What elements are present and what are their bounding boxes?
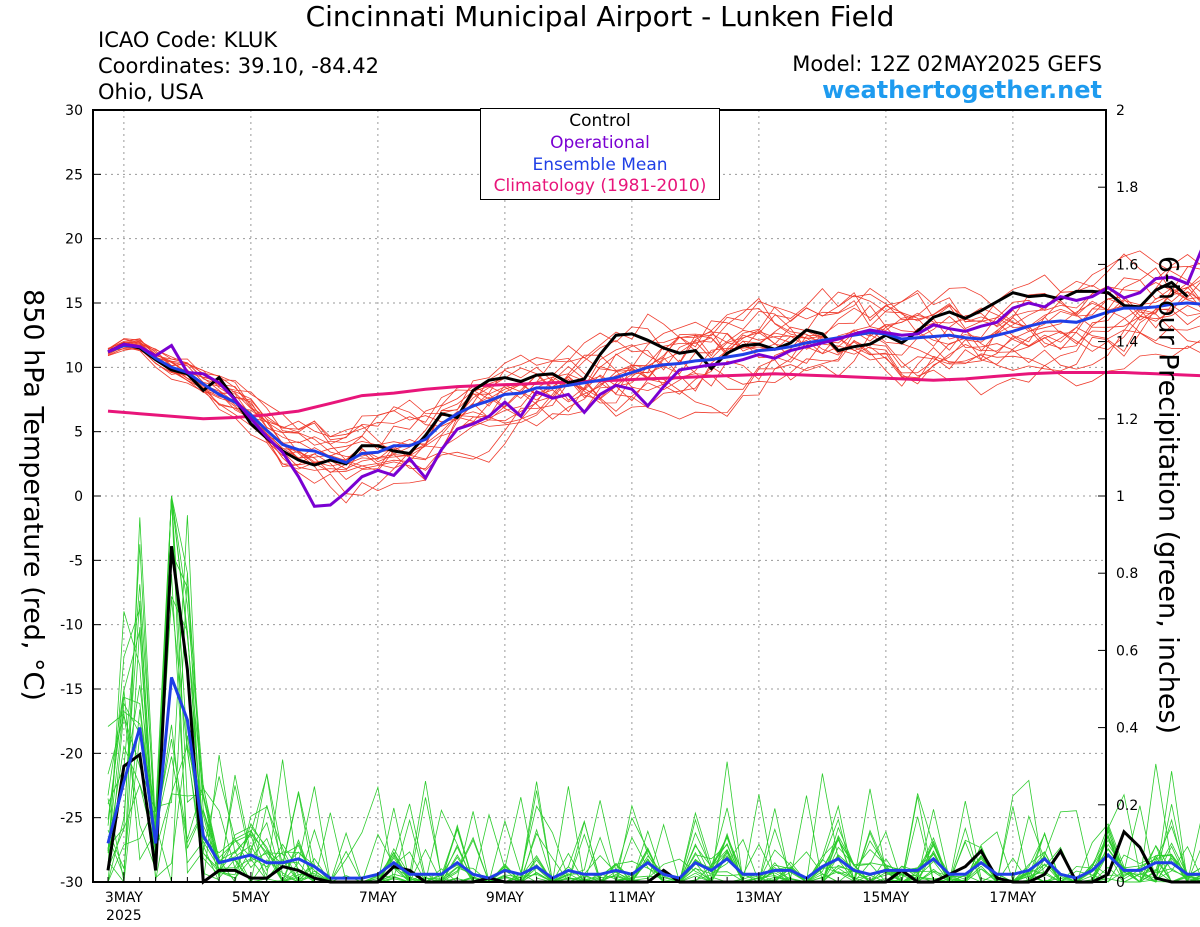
temp-member-line — [107, 291, 1200, 470]
legend-ensemble-mean: Ensemble Mean — [532, 155, 668, 175]
temp-member-line — [107, 253, 1200, 446]
precip-member-line — [107, 574, 1200, 883]
y-axis-label-left: 850 hPa Temperature (red, °C) — [17, 289, 49, 701]
temp-ensemble-mean-line — [107, 301, 1200, 465]
temp-member-line — [107, 296, 1200, 463]
right-tick-label: 1.4 — [1116, 335, 1138, 351]
icao-code: ICAO Code: KLUK — [98, 28, 278, 52]
left-tick-label: -10 — [60, 618, 83, 634]
gridlines — [93, 110, 1106, 882]
temp-member-line — [107, 289, 1200, 468]
temp-member-line — [107, 265, 1200, 445]
right-tick-label: 2 — [1116, 103, 1125, 119]
temp-operational-line — [107, 249, 1200, 508]
left-tick-label: 5 — [74, 425, 83, 441]
left-tick-label: -20 — [60, 746, 83, 762]
y-axis-label-right: 6-hour Precipitation (green, inches) — [1152, 255, 1184, 735]
x-tick-label: 15MAY — [862, 890, 909, 906]
left-tick-label: -15 — [60, 682, 83, 698]
right-tick-label: 0.8 — [1116, 566, 1138, 582]
left-tick-label: -5 — [69, 553, 83, 569]
precip-control-line — [106, 546, 1200, 885]
temp-member-line — [107, 298, 1200, 504]
temp-member-line — [107, 262, 1200, 465]
legend: Control Operational Ensemble Mean Climat… — [480, 108, 720, 200]
right-tick-label: 1.8 — [1116, 180, 1138, 196]
temp-member-line — [107, 282, 1200, 496]
x-tick-label: 13MAY — [735, 890, 782, 906]
temp-member-lines — [107, 250, 1200, 504]
precip-member-line — [107, 554, 1200, 883]
x-year-label: 2025 — [106, 908, 142, 924]
temp-member-line — [107, 286, 1200, 481]
x-tick-label: 9MAY — [486, 890, 524, 906]
right-tick-label: 1.2 — [1116, 412, 1138, 428]
left-tick-label: 20 — [65, 232, 83, 248]
left-tick-label: -25 — [60, 811, 83, 827]
left-tick-label: -30 — [60, 875, 83, 891]
x-tick-label: 7MAY — [359, 890, 397, 906]
precip-member-line — [107, 573, 1200, 884]
right-tick-label: 0.6 — [1116, 643, 1138, 659]
left-tick-label: 0 — [74, 489, 83, 505]
x-tick-label: 3MAY — [105, 890, 143, 906]
x-tick-label: 5MAY — [232, 890, 270, 906]
climatology-line — [107, 371, 1200, 421]
chart-title: Cincinnati Municipal Airport - Lunken Fi… — [305, 0, 895, 33]
temp-member-line — [107, 291, 1200, 481]
x-tick-label: 11MAY — [608, 890, 655, 906]
precip-member-line — [107, 552, 1200, 884]
right-tick-label: 1 — [1116, 489, 1125, 505]
precip-ensemble-mean-line — [106, 676, 1200, 880]
model-run: Model: 12Z 02MAY2025 GEFS — [792, 52, 1102, 76]
temp-member-line — [107, 333, 1200, 471]
temp-member-line — [107, 287, 1200, 438]
site-link[interactable]: weathertogether.net — [822, 76, 1102, 104]
coordinates: Coordinates: 39.10, -84.42 — [98, 54, 379, 78]
legend-control: Control — [569, 111, 631, 131]
right-tick-label: 0.4 — [1116, 721, 1138, 737]
legend-operational: Operational — [550, 133, 650, 153]
legend-climatology: Climatology (1981-2010) — [493, 176, 707, 196]
axes: 302520151050-5-10-15-20-25-3021.81.61.41… — [60, 103, 1138, 924]
location: Ohio, USA — [98, 80, 204, 104]
temp-control-line — [107, 280, 1189, 467]
precip-member-line — [107, 611, 1200, 884]
precip-member-line — [107, 495, 1200, 884]
right-tick-label: 1.6 — [1116, 257, 1138, 273]
left-tick-label: 25 — [65, 167, 83, 183]
right-tick-label: 0.2 — [1116, 798, 1138, 814]
right-tick-label: 0 — [1116, 875, 1125, 891]
left-tick-label: 10 — [65, 360, 83, 376]
left-tick-label: 30 — [65, 103, 83, 119]
x-tick-label: 17MAY — [989, 890, 1036, 906]
left-tick-label: 15 — [65, 296, 83, 312]
precip-member-line — [107, 630, 1200, 884]
